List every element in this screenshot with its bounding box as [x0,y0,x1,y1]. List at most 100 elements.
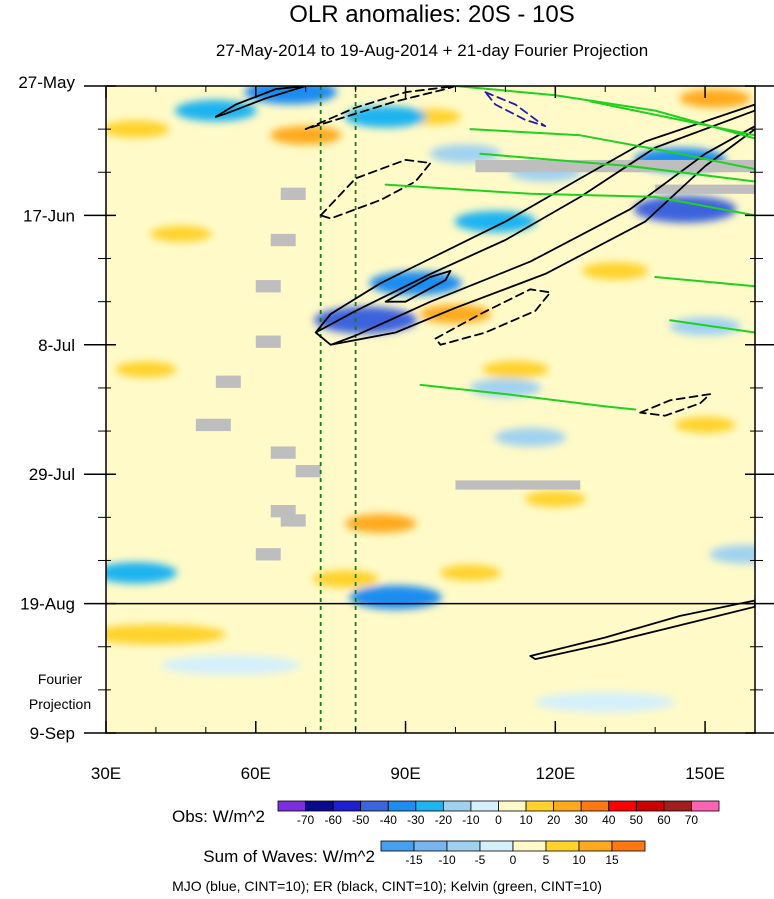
colorbar-level-label: -10 [462,813,480,827]
y-tick-label: 9-Sep [30,724,75,743]
missing-data-block [215,375,241,388]
er-wave-contour [529,599,755,660]
projection-label-line-1: Fourier [38,671,83,687]
y-tick-label: 19-Aug [20,595,75,614]
kelvin-wave-contour [589,100,755,137]
colorbar-level-label: 10 [519,813,533,827]
er-wave-contour [314,103,755,346]
olr-anomaly-patch [349,585,442,610]
olr-anomaly-patch [679,88,751,108]
plot-area: 30E 60E 90E 120E 150E 27-May 17-Jun 8-Jul 29-Jul… [18,73,774,783]
colorbar-box [545,840,580,852]
colorbar-box [380,840,415,852]
waves-colorbar-label: Sum of Waves: W/m^2 [203,847,375,866]
olr-anomaly-patch [174,99,257,122]
colorbar-box [442,800,472,812]
colorbar-level-label: 15 [605,853,619,867]
colorbar-level-label: -50 [352,813,370,827]
y-tick-label: 8-Jul [38,336,75,355]
colorbar-box [360,800,389,812]
missing-data-block [475,159,755,173]
missing-data-block [295,464,321,478]
olr-anomaly-patch [344,106,427,128]
olr-anomaly-patch [244,86,337,105]
colorbar-box [479,840,514,852]
olr-anomaly-patch [312,570,379,588]
olr-anomaly-patch [439,564,501,581]
projected-anomaly-patch [535,692,676,713]
colorbar-box [415,800,444,812]
kelvin-wave-contour [419,383,637,411]
kelvin-wave-contour [654,276,755,288]
colorbar-box [635,800,665,812]
projection-label-line-2: Projection [29,696,91,712]
olr-anomaly-patch [150,225,212,242]
olr-anomaly-patch [106,120,170,138]
mjo-wave-contour [484,91,547,127]
missing-data-block [255,280,281,293]
colorbar-level-label: 40 [602,813,616,827]
missing-data-block [655,184,755,194]
colorbar-box [305,800,334,812]
olr-anomaly-patch [674,416,736,433]
colorbar-box [277,800,306,812]
y-tick-label: 27-May [18,73,75,92]
colorbar-level-label: -60 [324,813,342,827]
colorbar-box [413,840,448,852]
olr-anomaly-patch [582,262,649,280]
missing-data-block [195,418,231,432]
er-wave-contour [434,288,552,346]
x-tick-label: 120E [535,764,575,783]
x-tick-label: 60E [241,764,271,783]
x-tick-label: 90E [390,764,420,783]
colorbar-level-label: 70 [685,813,699,827]
y-tick-label: 17-Jun [23,206,75,225]
missing-data-block [255,335,281,348]
observed-background [106,86,755,604]
missing-data-block [255,548,281,561]
waves-colorbar: -15 -10 -5 0 5 10 15 [380,840,646,867]
plot-frame [105,85,756,734]
colorbar-box [470,800,499,812]
colorbar-level-label: 0 [495,813,502,827]
colorbar-level-label: -40 [380,813,398,827]
missing-data-block [280,514,306,527]
colorbar-box [332,800,362,812]
x-tick-label: 30E [91,764,121,783]
olr-anomaly-patch [669,316,741,336]
olr-anomaly-patch [633,195,737,223]
er-wave-contour [214,86,307,118]
colorbar-box [580,800,610,812]
olr-anomaly-patch [709,544,755,564]
er-wave-contour [304,86,457,130]
colorbar-box [691,800,720,812]
missing-data-block [280,187,306,200]
colorbar-level-label: -30 [407,813,425,827]
olr-anomaly-patch [269,125,342,145]
chart-subtitle: 27-May-2014 to 19-Aug-2014 + 21-day Four… [216,41,648,60]
olr-anomaly-patch [482,360,549,379]
olr-anomaly-patch [524,490,586,507]
er-wave-contour [384,270,452,303]
colorbar-level-label: -15 [405,853,423,867]
er-wave-contour [319,159,432,220]
y-tick-label: 29-Jul [29,465,75,484]
colorbar-level-label: 5 [543,853,550,867]
colorbar-box [663,800,692,812]
colorbar-level-label: 50 [630,813,644,827]
colorbar-level-label: 10 [572,853,586,867]
kelvin-wave-contour [669,319,755,334]
projected-anomaly-patch [160,655,301,676]
colorbar-box [446,840,481,852]
olr-anomaly-patch [344,514,417,533]
colorbar-level-label: 30 [575,813,589,827]
colorbar-box [578,840,613,852]
chart-title: OLR anomalies: 20S - 10S [289,1,574,28]
colorbar-level-label: -70 [297,813,315,827]
colorbar-box [608,800,637,812]
colorbar-level-label: 60 [657,813,671,827]
colorbar-box [525,800,555,812]
colorbar-level-label: -20 [435,813,453,827]
wave-legend-caption: MJO (blue, CINT=10); ER (black, CINT=10)… [172,878,602,894]
